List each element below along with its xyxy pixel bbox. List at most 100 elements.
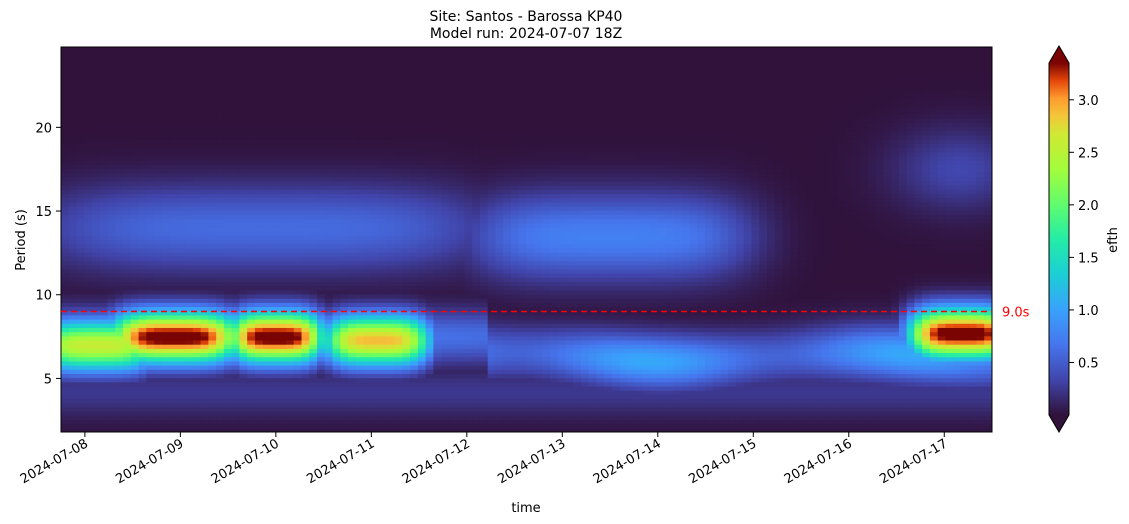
heatmap-cell <box>402 101 411 107</box>
heatmap-cell <box>301 201 310 207</box>
heatmap-cell <box>169 352 178 358</box>
heatmap-cell <box>92 47 101 52</box>
heatmap-cell <box>99 84 109 90</box>
heatmap-cell <box>285 159 295 165</box>
heatmap-cell <box>379 97 388 102</box>
heatmap-cell <box>340 164 349 169</box>
heatmap-cell <box>448 155 458 161</box>
heatmap-cell <box>309 118 318 123</box>
heatmap-cell <box>309 252 318 257</box>
heatmap-cell <box>223 306 233 312</box>
heatmap-cell <box>309 84 318 90</box>
heatmap-cell <box>208 122 217 128</box>
heatmap-cell <box>169 314 178 320</box>
heatmap-cell <box>441 55 450 61</box>
heatmap-cell <box>223 197 233 203</box>
heatmap-cell <box>99 226 109 232</box>
heatmap-cell <box>456 176 466 182</box>
heatmap-cell <box>285 268 295 274</box>
heatmap-cell <box>68 147 78 153</box>
heatmap-cell <box>154 93 163 98</box>
heatmap-cell <box>410 365 419 370</box>
heatmap-cell <box>208 277 217 282</box>
heatmap-cell <box>309 101 318 107</box>
heatmap-cell <box>379 323 388 328</box>
heatmap-cell <box>278 348 287 354</box>
heatmap-cell <box>363 243 372 249</box>
heatmap-cell <box>355 344 365 349</box>
heatmap-cell <box>386 93 396 98</box>
heatmap-cell <box>107 155 116 161</box>
heatmap-cell <box>425 344 434 349</box>
heatmap-cell <box>123 76 132 82</box>
heatmap-cell <box>386 268 396 274</box>
heatmap-cell <box>394 306 403 312</box>
heatmap-cell <box>270 272 279 278</box>
heatmap-cell <box>363 390 372 395</box>
heatmap-cell <box>92 122 101 128</box>
heatmap-cell <box>301 281 310 287</box>
heatmap-cell <box>448 168 458 174</box>
heatmap-cell <box>68 76 78 82</box>
heatmap-cell <box>324 214 334 220</box>
heatmap-cell <box>76 189 85 195</box>
heatmap-cell <box>76 239 85 245</box>
heatmap-cell <box>223 231 233 236</box>
heatmap-cell <box>138 63 147 69</box>
heatmap-cell <box>68 51 78 56</box>
heatmap-cell <box>61 63 70 69</box>
heatmap-cell <box>285 67 295 73</box>
heatmap-cell <box>247 406 256 412</box>
heatmap-cell <box>84 164 93 169</box>
heatmap-cell <box>301 398 310 404</box>
heatmap-cell <box>185 143 194 149</box>
heatmap-cell <box>239 239 248 245</box>
heatmap-cell <box>270 423 279 429</box>
heatmap-cell <box>379 76 388 82</box>
heatmap-cell <box>324 319 334 324</box>
heatmap-cell <box>223 402 233 408</box>
heatmap-cell <box>270 126 279 132</box>
heatmap-cell <box>216 197 225 203</box>
heatmap-cell <box>402 63 411 69</box>
heatmap-cell <box>68 63 78 69</box>
heatmap-cell <box>154 247 163 253</box>
heatmap-cell <box>154 339 163 345</box>
heatmap-cell <box>177 126 186 132</box>
heatmap-cell <box>76 348 85 354</box>
heatmap-cell <box>355 281 365 287</box>
heatmap-cell <box>448 134 458 140</box>
heatmap-cell <box>278 268 287 274</box>
heatmap-cell <box>301 427 310 432</box>
heatmap-cell <box>138 365 147 370</box>
heatmap-cell <box>231 63 241 69</box>
heatmap-cell <box>479 411 489 416</box>
heatmap-cell <box>348 327 357 333</box>
heatmap-cell <box>123 101 132 107</box>
heatmap-cell <box>262 84 272 90</box>
heatmap-cell <box>293 402 303 408</box>
heatmap-cell <box>61 134 70 140</box>
heatmap-cell <box>216 47 225 52</box>
heatmap-cell <box>247 411 256 416</box>
heatmap-cell <box>417 130 427 136</box>
heatmap-cell <box>301 55 310 61</box>
heatmap-cell <box>161 231 171 236</box>
heatmap-cell <box>371 101 380 107</box>
heatmap-cell <box>61 411 70 416</box>
heatmap-cell <box>472 252 481 257</box>
heatmap-cell <box>417 298 427 303</box>
heatmap-cell <box>379 319 388 324</box>
heatmap-cell <box>472 406 481 412</box>
heatmap-cell <box>231 293 241 299</box>
heatmap-cell <box>169 264 178 270</box>
heatmap-cell <box>456 126 466 132</box>
heatmap-cell <box>285 118 295 123</box>
heatmap-cell <box>146 235 155 241</box>
heatmap-cell <box>278 59 287 65</box>
heatmap-cell <box>161 218 171 224</box>
heatmap-cell <box>192 293 202 299</box>
heatmap-cell <box>169 118 178 123</box>
heatmap-cell <box>441 189 450 195</box>
heatmap-cell <box>192 201 202 207</box>
